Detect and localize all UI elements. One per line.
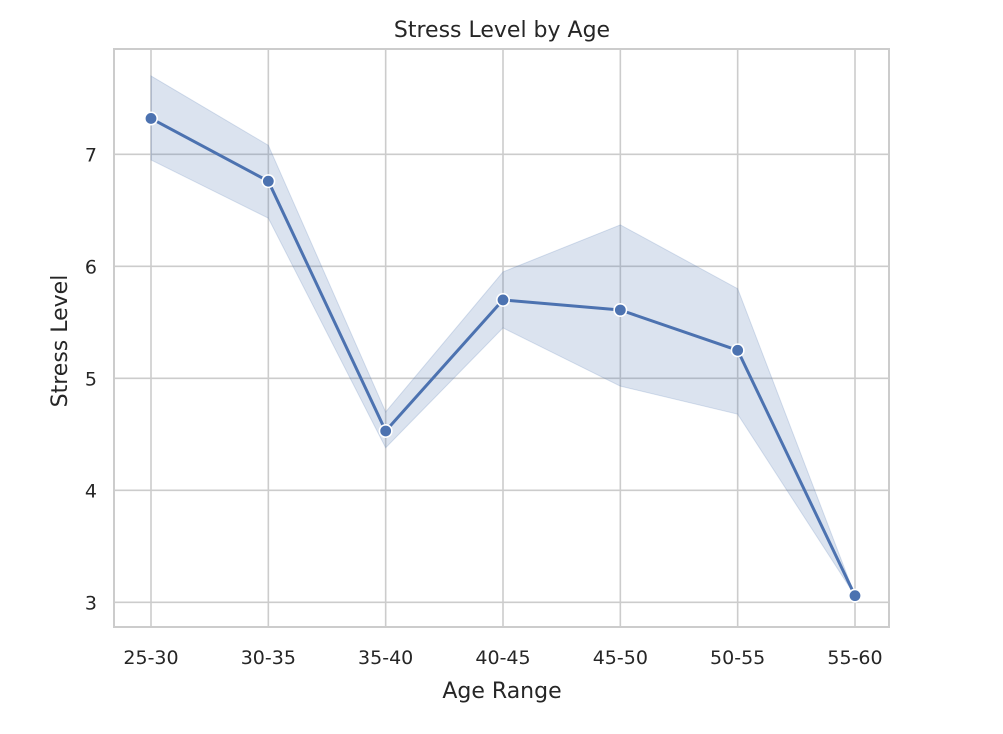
y-tick-label: 7 [85,144,97,166]
y-tick-label: 6 [85,256,97,278]
data-point [613,302,628,317]
plot-frame [113,48,890,628]
x-tick-labels: 25-30 30-35 35-40 40-45 45-50 50-55 55-60 [123,647,882,669]
x-tick-label: 35-40 [358,647,413,669]
y-axis-label: Stress Level [48,275,73,408]
y-tick-label: 5 [85,368,97,390]
x-tick-label: 45-50 [593,647,648,669]
confidence-band [150,75,856,596]
y-tick-labels: 3 4 5 6 7 [85,144,97,614]
data-point [144,111,159,126]
data-point [378,423,393,438]
data-point [495,292,510,307]
chart-title: Stress Level by Age [394,18,610,43]
confidence-band-layer [150,75,856,596]
data-point [730,343,745,358]
x-tick-label: 40-45 [475,647,530,669]
data-point [261,174,276,189]
y-tick-label: 3 [85,592,97,614]
grid [114,49,889,627]
x-tick-label: 55-60 [827,647,882,669]
x-axis-label: Age Range [442,679,561,704]
data-point-layer [144,111,862,603]
x-tick-label: 30-35 [241,647,296,669]
x-tick-label: 25-30 [123,647,178,669]
y-tick-label: 4 [85,480,97,502]
data-point [847,588,862,603]
x-tick-label: 50-55 [710,647,765,669]
